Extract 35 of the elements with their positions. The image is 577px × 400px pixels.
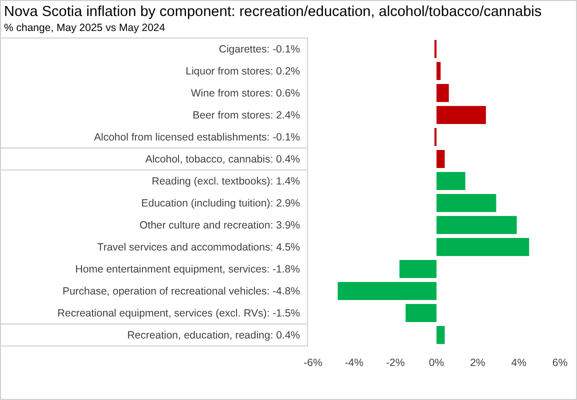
chart-title: Nova Scotia inflation by component: recreation/education, alcohol/tobacco/cannabis — [4, 4, 542, 20]
x-tick-label: 2% — [470, 357, 486, 369]
bar — [436, 62, 441, 80]
x-tick-label: -4% — [344, 357, 364, 369]
bar — [406, 304, 436, 322]
bar — [338, 282, 436, 300]
y-tick-label: Alcohol from licensed establishments: -0.1% — [94, 132, 300, 144]
bar — [436, 106, 486, 124]
y-tick-label: Travel services and accommodations: 4.5% — [97, 242, 300, 254]
x-tick-label: 4% — [511, 357, 526, 369]
bar — [436, 150, 445, 168]
bar — [436, 84, 449, 102]
bar — [436, 326, 445, 344]
y-tick-label: Wine from stores: 0.6% — [190, 88, 300, 100]
text: % change, May 2025 vs May 2024 — [4, 22, 166, 34]
bar — [399, 260, 436, 278]
y-tick-label: Other culture and recreation: 3.9% — [139, 220, 300, 232]
x-tick-label: 0% — [428, 357, 444, 369]
x-tick-label: 6% — [552, 357, 568, 369]
y-tick-label: Home entertainment equipment, services: -1.8% — [75, 264, 300, 276]
y-tick-label: Cigarettes: -0.1% — [218, 44, 300, 56]
y-tick-label: Purchase, operation of recreational vehicles: -4.8% — [62, 286, 300, 298]
bar — [436, 172, 466, 190]
y-tick-label: Recreational equipment, services (excl. RVs): -1.5% — [57, 308, 300, 320]
y-tick-label: Education (including tuition): 2.9% — [141, 198, 300, 210]
y-tick-label: Reading (excl. textbooks): 1.4% — [152, 176, 300, 188]
bar — [436, 238, 530, 256]
y-tick-label: Liquor from stores: 0.2% — [186, 66, 300, 78]
x-tick-label: -2% — [386, 357, 405, 369]
bar — [436, 216, 517, 234]
bar — [436, 194, 496, 212]
y-tick-label: Beer from stores: 2.4% — [192, 110, 300, 122]
y-tick-label: Recreation, education, reading: 0.4% — [127, 330, 300, 342]
y-tick-label: Alcohol, tobacco, cannabis: 0.4% — [145, 154, 300, 166]
x-tick-label: -6% — [304, 357, 322, 369]
